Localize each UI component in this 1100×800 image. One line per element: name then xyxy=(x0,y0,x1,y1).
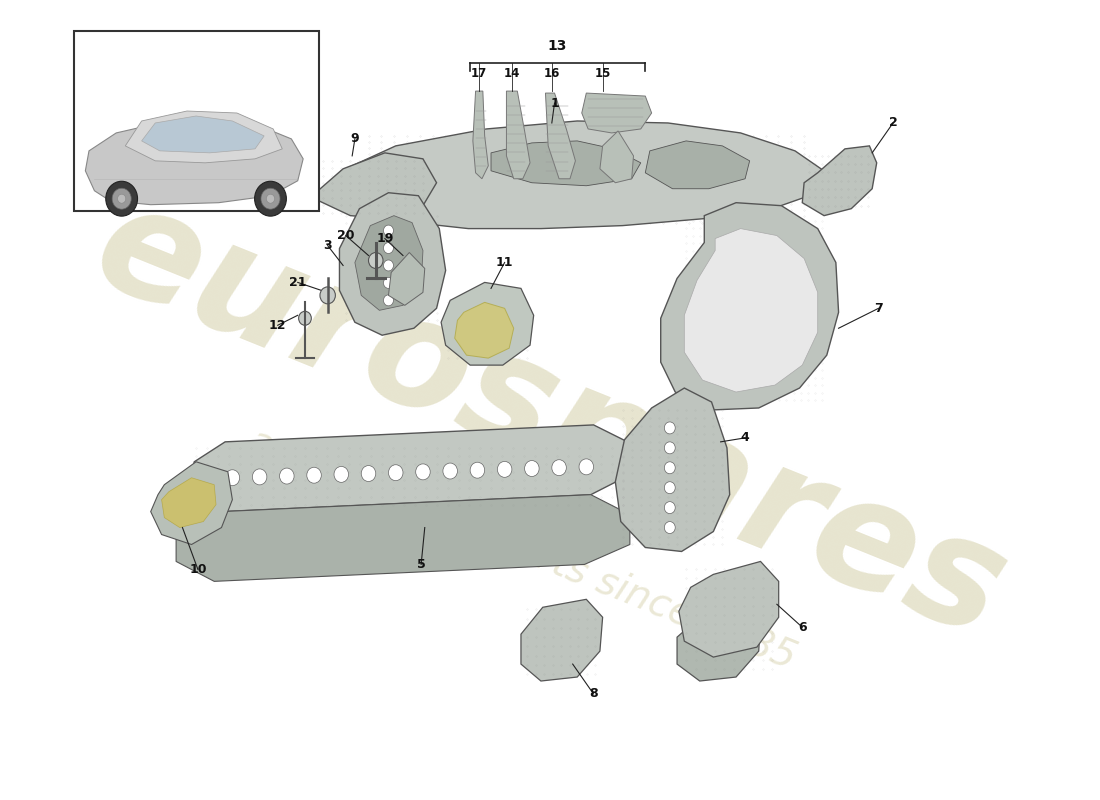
Polygon shape xyxy=(176,492,630,582)
Polygon shape xyxy=(646,141,749,189)
Circle shape xyxy=(664,502,675,514)
Circle shape xyxy=(368,253,383,269)
Text: 16: 16 xyxy=(543,66,560,80)
Polygon shape xyxy=(441,282,534,365)
Text: 9: 9 xyxy=(351,133,360,146)
Polygon shape xyxy=(388,253,425,306)
Polygon shape xyxy=(684,229,817,392)
Polygon shape xyxy=(600,131,634,182)
Polygon shape xyxy=(151,462,232,545)
Text: 10: 10 xyxy=(189,563,207,576)
Polygon shape xyxy=(491,141,640,186)
Polygon shape xyxy=(473,91,488,178)
Text: 17: 17 xyxy=(471,66,487,80)
Polygon shape xyxy=(679,562,779,657)
Text: 3: 3 xyxy=(323,239,332,252)
Circle shape xyxy=(664,522,675,534)
Text: a passion for parts since 1985: a passion for parts since 1985 xyxy=(243,422,802,677)
Polygon shape xyxy=(187,425,634,512)
Text: 15: 15 xyxy=(594,66,610,80)
Circle shape xyxy=(279,468,294,484)
Circle shape xyxy=(579,459,594,475)
Circle shape xyxy=(106,182,138,216)
Circle shape xyxy=(384,242,394,254)
Circle shape xyxy=(261,188,280,209)
Circle shape xyxy=(384,260,394,271)
Text: 19: 19 xyxy=(376,232,394,245)
Text: 20: 20 xyxy=(337,229,354,242)
Polygon shape xyxy=(802,146,877,216)
Polygon shape xyxy=(676,607,760,681)
Circle shape xyxy=(552,460,567,476)
Polygon shape xyxy=(142,116,264,153)
Circle shape xyxy=(664,462,675,474)
Polygon shape xyxy=(355,216,424,310)
Text: 11: 11 xyxy=(496,256,514,269)
Text: 1: 1 xyxy=(550,97,559,110)
Circle shape xyxy=(443,463,458,479)
Text: 8: 8 xyxy=(590,687,598,701)
Text: 4: 4 xyxy=(740,431,749,444)
Polygon shape xyxy=(332,121,827,229)
Circle shape xyxy=(525,461,539,477)
Text: 13: 13 xyxy=(548,39,566,54)
Polygon shape xyxy=(661,202,838,410)
Circle shape xyxy=(361,466,376,482)
Circle shape xyxy=(266,194,275,203)
Text: 5: 5 xyxy=(417,558,426,571)
Circle shape xyxy=(118,194,125,203)
Circle shape xyxy=(226,470,240,486)
Polygon shape xyxy=(340,193,446,335)
Circle shape xyxy=(416,464,430,480)
Text: 14: 14 xyxy=(504,66,520,80)
Circle shape xyxy=(320,287,336,304)
Circle shape xyxy=(112,188,131,209)
Circle shape xyxy=(664,442,675,454)
Polygon shape xyxy=(506,91,530,178)
Circle shape xyxy=(254,182,286,216)
Bar xyxy=(74,31,319,210)
Circle shape xyxy=(384,278,394,288)
Polygon shape xyxy=(454,302,514,358)
Polygon shape xyxy=(86,121,304,205)
Circle shape xyxy=(388,465,403,481)
Circle shape xyxy=(664,422,675,434)
Circle shape xyxy=(384,295,394,306)
Polygon shape xyxy=(162,478,216,527)
Text: eurospares: eurospares xyxy=(75,170,1025,670)
Polygon shape xyxy=(125,111,283,163)
Polygon shape xyxy=(582,93,651,133)
Circle shape xyxy=(252,469,267,485)
Circle shape xyxy=(470,462,485,478)
Text: 21: 21 xyxy=(289,276,307,289)
Polygon shape xyxy=(312,153,437,218)
Circle shape xyxy=(307,467,321,483)
Circle shape xyxy=(298,311,311,326)
Polygon shape xyxy=(521,599,603,681)
Circle shape xyxy=(384,225,394,236)
Circle shape xyxy=(664,482,675,494)
Text: 2: 2 xyxy=(889,117,898,130)
Polygon shape xyxy=(546,93,575,178)
Text: 12: 12 xyxy=(270,318,286,332)
Text: 6: 6 xyxy=(798,621,806,634)
Circle shape xyxy=(497,462,512,478)
Text: 7: 7 xyxy=(874,302,883,315)
Polygon shape xyxy=(615,388,729,551)
Circle shape xyxy=(334,466,349,482)
